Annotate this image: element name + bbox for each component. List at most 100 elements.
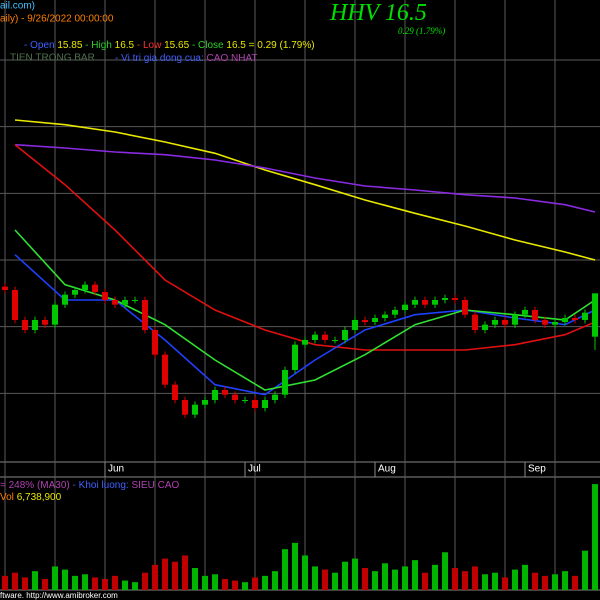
candle-body xyxy=(182,400,188,415)
x-tick-label: Aug xyxy=(378,464,396,475)
indicator-line xyxy=(14,144,596,351)
candle-body xyxy=(462,300,468,315)
indicator-line xyxy=(14,143,596,213)
low-value: 15.65 xyxy=(164,40,189,51)
candle-body xyxy=(2,286,8,290)
volume-bar xyxy=(512,569,518,590)
price-plot: Jun Jul Aug Sep xyxy=(2,119,598,475)
volume-bar xyxy=(222,579,228,590)
volume-bar xyxy=(22,577,28,590)
volume-bar xyxy=(52,566,58,590)
volume-bar xyxy=(42,579,48,590)
candle-body xyxy=(222,390,228,395)
position-line: - Vi tri gia dong cua: CAO NHAT xyxy=(115,53,257,64)
volume-bar xyxy=(192,568,198,590)
volume-bar xyxy=(592,484,598,590)
volume-line: = 248% (MA30) - Khoi luong: SIEU CAO xyxy=(0,480,179,491)
candle-body xyxy=(62,294,68,305)
candle-body xyxy=(192,404,198,415)
candle-body xyxy=(452,298,458,300)
volume-bar xyxy=(332,572,338,590)
volume-bar xyxy=(92,577,98,590)
volume-bar xyxy=(422,572,428,590)
candle-body xyxy=(312,334,318,340)
candle-body xyxy=(412,300,418,305)
candle-body xyxy=(32,320,38,330)
volume-bar xyxy=(402,566,408,590)
close-label: - Close xyxy=(192,40,224,51)
candle-body xyxy=(352,320,358,330)
volume-bar xyxy=(412,560,418,590)
volume-bar xyxy=(32,571,38,590)
volume-bar xyxy=(362,568,368,590)
candle-body xyxy=(422,300,428,305)
change: 0.29 (1.79%) xyxy=(398,26,445,36)
volume-bar xyxy=(122,580,128,590)
candle-body xyxy=(272,394,278,400)
volume-bar xyxy=(382,563,388,590)
candle-body xyxy=(52,304,58,325)
volume-bar xyxy=(282,549,288,590)
volume-bar xyxy=(312,566,318,590)
volume-bar xyxy=(62,569,68,590)
volume-bar xyxy=(452,568,458,590)
footer: ftware. http://www.amibroker.com xyxy=(0,591,118,600)
candle-body xyxy=(442,298,448,300)
volume-bar xyxy=(82,574,88,590)
last-price: 16.5 xyxy=(385,0,427,26)
volume-bar xyxy=(482,574,488,590)
volume-bar xyxy=(292,542,298,590)
candle-body xyxy=(92,284,98,292)
volume-bar xyxy=(252,577,258,590)
vol-line: Vol 6,738,900 xyxy=(0,492,62,503)
candle-body xyxy=(112,300,118,305)
volume-bar xyxy=(542,575,548,590)
volume-bar xyxy=(232,580,238,590)
candle-body xyxy=(382,314,388,318)
vol-text: 6,738,900 xyxy=(17,492,62,503)
volume-bar xyxy=(112,575,118,590)
open-value: 15.85 xyxy=(57,40,82,51)
volume-bar xyxy=(532,572,538,590)
volume-bar xyxy=(162,558,168,590)
candle-body xyxy=(592,293,598,337)
volume-bar xyxy=(142,572,148,590)
volume-bar xyxy=(522,564,528,590)
volume-bar xyxy=(202,575,208,590)
candle-body xyxy=(512,314,518,325)
candle-body xyxy=(432,300,438,305)
ohlc-line: - Open 15.85 - High 16.5 - Low 15.65 - C… xyxy=(24,40,315,51)
candle-body xyxy=(582,312,588,320)
high-label: - High xyxy=(85,40,112,51)
position-label: - Vi tri gia dong cua: xyxy=(115,53,204,64)
candle-body xyxy=(302,340,308,345)
candle-body xyxy=(342,330,348,340)
ticker-title: HHV 16.5 xyxy=(329,0,427,26)
volume-bar xyxy=(242,582,248,590)
volume-bar xyxy=(502,577,508,590)
open-label: - Open xyxy=(24,40,55,51)
candle-body xyxy=(552,322,558,325)
candle-body xyxy=(202,400,208,405)
volume-plot xyxy=(2,484,598,590)
date: aily) - 9/26/2022 00:00:00 xyxy=(0,14,114,25)
candle-body xyxy=(242,400,248,401)
volume-bar xyxy=(582,550,588,590)
volume-bar xyxy=(572,575,578,590)
position-value: CAO NHAT xyxy=(207,53,258,64)
indicator-line xyxy=(14,119,596,261)
candle-body xyxy=(282,370,288,395)
volume-bar xyxy=(182,555,188,590)
candle-body xyxy=(402,304,408,310)
candle-body xyxy=(292,344,298,370)
volume-bar xyxy=(272,571,278,590)
candle-body xyxy=(132,300,138,301)
candle-body xyxy=(102,292,108,300)
candle-body xyxy=(172,384,178,400)
volume-bar xyxy=(472,566,478,590)
close-change: 0.29 (1.79%) xyxy=(257,40,314,51)
volume-value: SIEU CAO xyxy=(131,480,179,491)
volume-bar xyxy=(302,555,308,590)
candle-body xyxy=(562,318,568,322)
